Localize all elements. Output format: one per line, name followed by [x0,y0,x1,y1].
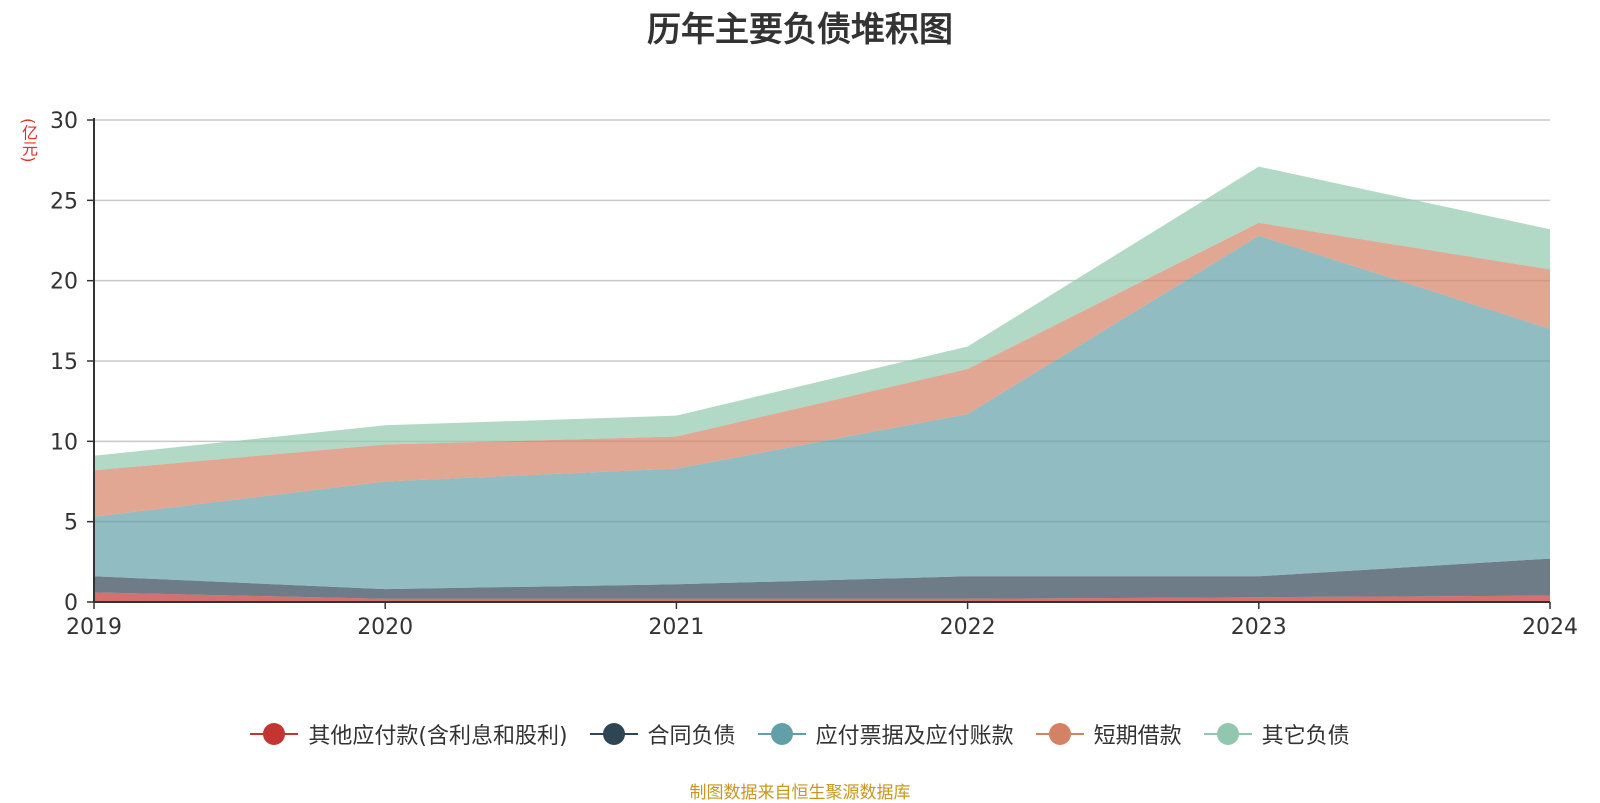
legend-label: 合同负债 [647,724,736,749]
legend-marker [1035,722,1084,746]
y-tick-label: 15 [50,350,78,375]
legend-item-2[interactable]: 合同负债 [589,718,736,750]
legend-label: 其它负债 [1261,724,1350,749]
y-axis-unit-label: (亿元) [19,118,38,163]
stacked-area-chart: 0 5 10 15 20 25 30 2019 2020 2021 2022 2023 2024 [50,109,1578,640]
x-tick-label: 2023 [1231,615,1287,640]
y-tick-label: 25 [50,189,78,214]
legend-label: 其他应付款(含利息和股利) [308,724,568,749]
legend-item-1[interactable]: 其他应付款(含利息和股利) [250,718,568,750]
legend-item-5[interactable]: 其它负债 [1203,718,1350,750]
y-tick-label: 5 [64,511,78,536]
area-series-1 [94,592,1550,602]
legend-marker [757,722,806,746]
y-tick-label: 30 [50,109,78,134]
area-series [94,166,1550,602]
y-tick-label: 20 [50,270,78,295]
area-series-5 [94,166,1550,471]
legend-label: 应付票据及应付账款 [815,724,1014,749]
y-tick-label: 10 [50,430,78,455]
y-tick-label: 0 [64,591,78,616]
x-tick-label: 2020 [357,615,413,640]
area-series-4 [94,222,1550,517]
chart-title: 历年主要负债堆积图 [647,10,953,50]
area-series-3 [94,235,1550,590]
legend-marker [1203,722,1252,746]
legend-item-4[interactable]: 短期借款 [1035,718,1182,750]
x-tick-label: 2021 [648,615,704,640]
area-series-2 [94,558,1550,599]
x-tick-label: 2019 [66,615,122,640]
legend-marker [589,722,638,746]
x-tick-label: 2024 [1522,615,1578,640]
legend-item-3[interactable]: 应付票据及应付账款 [757,718,1014,750]
axes [93,118,1551,609]
source-note: 制图数据来自恒生聚源数据库 [689,783,911,803]
legend: 其他应付款(含利息和股利) 合同负债 应付票据及应付账款 短期借款 其它负债 [0,718,1600,750]
x-tick-label: 2022 [940,615,996,640]
legend-marker [250,722,299,746]
legend-label: 短期借款 [1093,724,1182,749]
tick-labels: 0 5 10 15 20 25 30 2019 2020 2021 2022 2023 2024 [50,109,1578,640]
